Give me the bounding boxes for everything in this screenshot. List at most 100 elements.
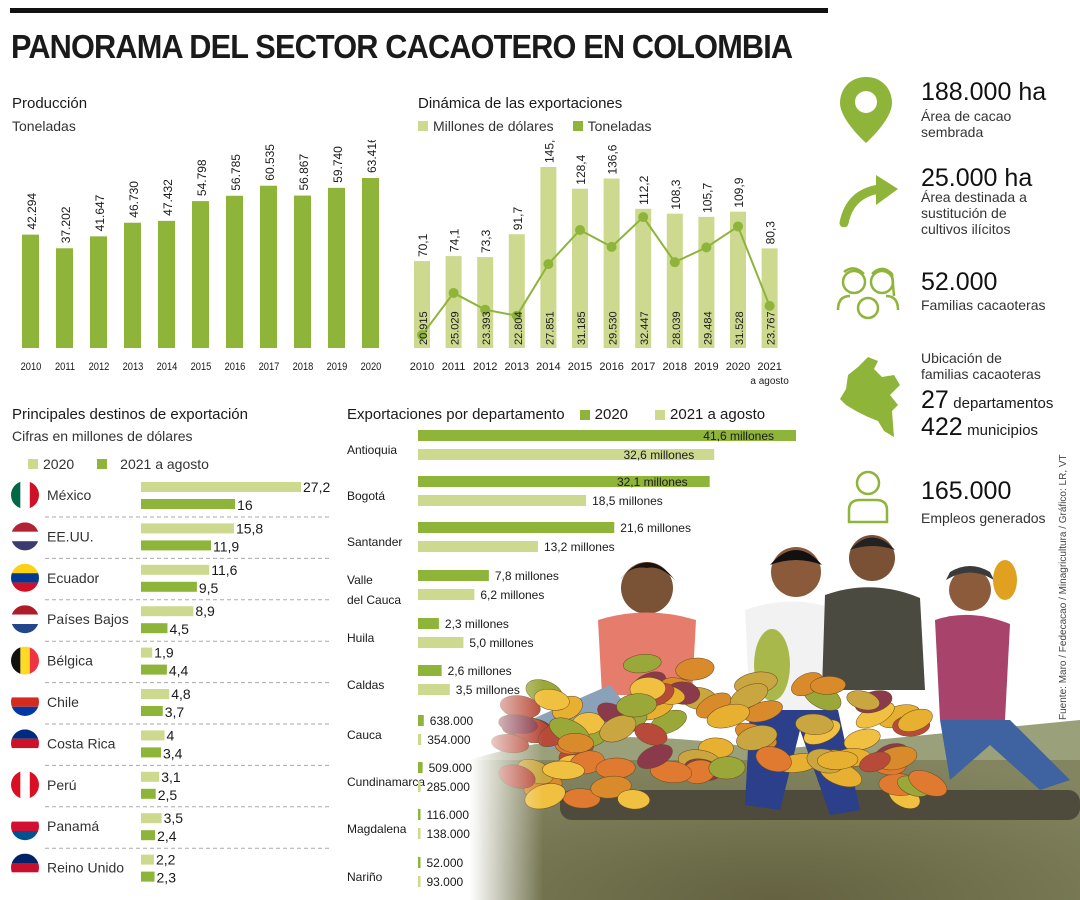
destination-value-2020: 15,8 (236, 520, 263, 536)
legend-swatch-2020 (579, 409, 590, 420)
destination-bar-2021 (141, 499, 236, 509)
department-label: Cauca (347, 728, 382, 742)
destination-value-2020: 4,8 (171, 686, 191, 702)
location-pin-icon (838, 75, 894, 150)
exports-legend: Millones de dólares Toneladas (418, 118, 651, 134)
department-bar-2021 (418, 876, 421, 887)
exports-year-label: 2016 (599, 361, 623, 373)
legend-swatch-usd (418, 121, 428, 131)
department-bar-2020 (418, 809, 421, 820)
department-bar-2020 (418, 665, 442, 676)
exports-year-label: 2015 (568, 361, 592, 373)
stat-substitution-desc: Área destinada a sustitución de cultivos… (921, 189, 1027, 237)
destination-value-2020: 4 (167, 727, 175, 743)
destination-bar-2020 (141, 813, 162, 824)
destination-bar-2021 (141, 581, 197, 592)
department-value-2020: 509.000 (429, 761, 473, 775)
exports-usd-label: 74,1 (448, 228, 462, 252)
exports-chart: 70,1 20.915 2010 74,1 25.029 2011 73,3 23.393 20… (410, 140, 789, 387)
production-value-label: 54.798 (195, 159, 209, 196)
exports-tons-label: 23.393 (481, 311, 493, 345)
exports-usd-label: 109,9 (732, 177, 746, 207)
stat-jobs-value: 165.000 (921, 477, 1012, 505)
exports-usd-label: 112,2 (637, 175, 651, 204)
exports-year-label: 2012 (473, 361, 497, 373)
production-year-label: 2020 (361, 361, 382, 373)
department-label: del Cauca (347, 593, 401, 607)
department-bar-2020 (418, 762, 423, 773)
exports-tons-label: 20.915 (418, 311, 430, 345)
production-chart: 42.294 2010 37.202 2011 41.647 2012 46.730 2013… (21, 140, 382, 373)
family-icon (836, 266, 902, 327)
destination-country-label: Ecuador (47, 570, 99, 586)
production-title: Producción (12, 95, 88, 112)
stat-substitution-value: 25.000 ha (921, 164, 1033, 192)
destinations-title: Principales destinos de exportación (12, 406, 248, 423)
production-year-label: 2010 (21, 361, 42, 373)
destination-bar-2020 (141, 606, 194, 617)
department-value-2021: 285.000 (427, 780, 471, 794)
destination-bar-2020 (141, 689, 170, 699)
destination-bar-2021 (141, 871, 155, 882)
destination-country-label: Reino Unido (47, 860, 124, 876)
production-value-label: 42.294 (25, 193, 39, 230)
exports-year-note: a agosto (750, 376, 789, 387)
department-value-2020: 116.000 (427, 808, 470, 822)
destination-bar-2021 (141, 623, 168, 634)
destination-value-2021: 3,4 (163, 745, 183, 761)
source-credit: Fuente: Maro / Fedecacao / Minagricultur… (1058, 454, 1069, 720)
department-label: Antioquia (347, 443, 397, 457)
department-value-2021: 354.000 (427, 733, 471, 747)
destination-value-2021: 9,5 (199, 580, 219, 596)
production-year-label: 2012 (89, 361, 110, 373)
production-year-label: 2016 (225, 361, 246, 373)
exports-tons-point (511, 310, 522, 321)
exports-usd-bar (730, 211, 746, 348)
exports-usd-bar (603, 178, 620, 348)
destination-value-2021: 11,9 (213, 538, 239, 554)
belgium-flag-icon (11, 646, 39, 675)
department-bar-2021 (418, 637, 464, 648)
exports-year-label: 2017 (631, 361, 655, 373)
department-bar-2020 (418, 857, 421, 868)
department-value-2021: 32,6 millones (624, 448, 695, 462)
exports-tons-point (733, 221, 743, 232)
destination-bar-2020 (141, 523, 234, 534)
department-bar-2021 (418, 734, 422, 745)
exports-tons-label: 23.767 (766, 311, 778, 345)
production-value-label: 59.740 (331, 146, 345, 183)
department-label: Bogotá (347, 489, 385, 503)
exports-year-label: 2018 (663, 361, 687, 373)
department-bar-2020 (418, 618, 439, 629)
destination-value-2021: 16 (237, 497, 253, 513)
destination-value-2021: 4,4 (169, 663, 189, 679)
exports-usd-label: 80,3 (764, 221, 778, 245)
destination-bar-2020 (141, 482, 301, 492)
exports-tons-label: 27.851 (544, 311, 556, 345)
department-value-2020: 32,1 millones (617, 475, 688, 489)
exports-tons-point (543, 259, 554, 270)
destination-bar-2021 (141, 830, 156, 841)
department-label: Cundinamarca (347, 775, 425, 789)
production-year-label: 2019 (327, 361, 348, 373)
stat-municipalities-number: 422 (921, 413, 963, 441)
exports-tons-point (575, 224, 585, 235)
production-bar (124, 222, 141, 348)
exports-usd-bar (666, 213, 683, 348)
exports-usd-bar (477, 257, 494, 348)
production-value-label: 60.535 (263, 144, 277, 181)
person-icon (846, 470, 890, 529)
department-value-2020: 41,6 millones (703, 429, 774, 443)
exports-tons-point (417, 330, 427, 341)
exports-tons-label: 28.039 (671, 311, 683, 345)
legend-swatch-2021 (97, 459, 108, 469)
exports-year-label: 2019 (694, 361, 718, 373)
exports-tons-label: 22.804 (513, 311, 525, 345)
exports-usd-bar (508, 234, 525, 348)
ecuador-flag-icon (11, 563, 39, 592)
production-year-label: 2015 (191, 361, 212, 373)
destination-bar-2020 (141, 854, 154, 865)
exports-usd-label: 70,1 (416, 233, 430, 257)
department-label: Magdalena (347, 822, 407, 836)
stat-families-desc: Familias cacaoteras (921, 297, 1046, 313)
